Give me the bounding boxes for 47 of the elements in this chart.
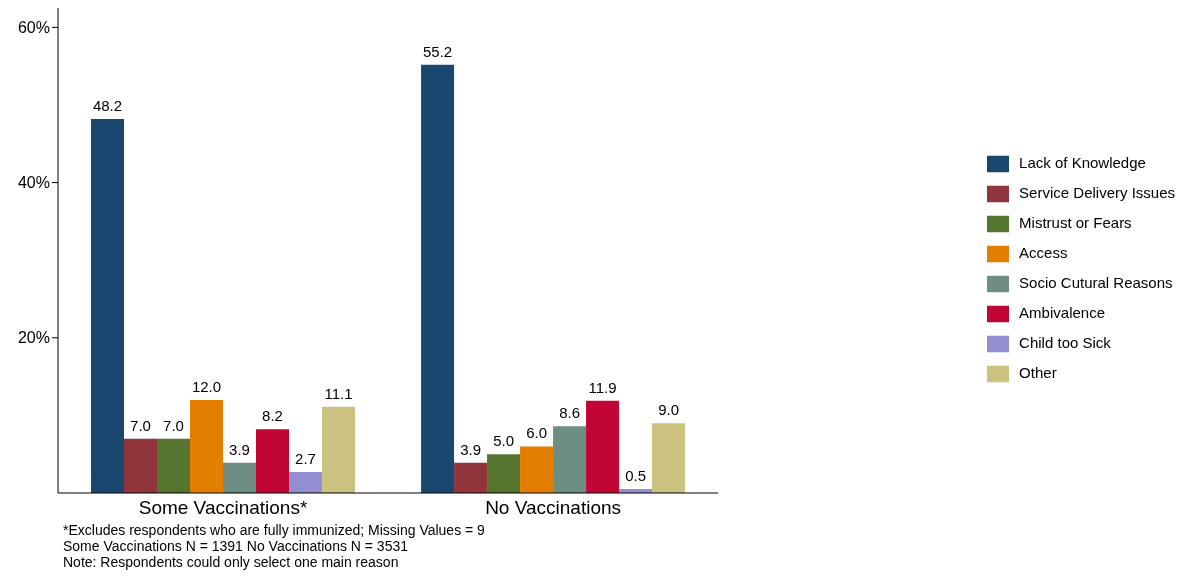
x-tick-label: Some Vaccinations* (138, 497, 308, 519)
legend-label: Child too Sick (1019, 334, 1111, 351)
data-label: 5.0 (493, 432, 514, 450)
legend-label: Other (1019, 364, 1057, 381)
data-label: 11.9 (588, 378, 617, 396)
bar (157, 438, 191, 493)
data-label: 12.0 (191, 377, 222, 395)
bar (91, 118, 125, 493)
data-label: 3.9 (229, 440, 250, 458)
text: *Excludes respondents who are fully immunized; Missing Values = 9 (63, 522, 485, 538)
bar (190, 399, 224, 493)
x-tick-label: No Vaccinations (485, 497, 622, 519)
legend-label: Mistrust or Fears (1019, 214, 1132, 231)
bar (520, 446, 554, 493)
text: Some Vaccinations N = 1391 No Vaccinations N = 3531 (63, 538, 410, 554)
y-tick-label: 20% (17, 329, 50, 347)
data-label: 55.2 (422, 42, 453, 60)
legend-label: Socio Cutural Reasons (1019, 274, 1173, 291)
bar (487, 454, 521, 493)
legend-label: Access (1019, 244, 1068, 261)
bar (652, 423, 686, 493)
bar (124, 438, 158, 493)
bar (256, 429, 290, 493)
y-tick-label: 60% (17, 19, 50, 37)
data-label: 48.2 (92, 96, 123, 114)
data-label: 0.5 (625, 467, 646, 485)
data-label: 7.0 (163, 416, 184, 434)
data-label: 2.7 (295, 450, 316, 468)
text: Note: Respondents could only select one main reason (63, 554, 400, 570)
data-label: 9.0 (658, 401, 679, 419)
data-label: 8.2 (262, 407, 283, 425)
bar (454, 462, 488, 493)
data-label: 6.0 (526, 424, 547, 442)
data-label: 8.6 (559, 404, 580, 422)
y-tick-label: 40% (17, 174, 50, 192)
bar (223, 462, 257, 493)
legend-label: Ambivalence (1019, 304, 1105, 321)
bar (421, 64, 455, 493)
data-label: 11.1 (324, 384, 353, 402)
data-label: 7.0 (130, 416, 151, 434)
legend-label: Service Delivery Issues (1019, 184, 1175, 201)
bar (553, 426, 587, 493)
data-label: 3.9 (460, 440, 481, 458)
bar (322, 406, 356, 493)
bar (289, 472, 323, 493)
legend-label: Lack of Knowledge (1019, 154, 1146, 171)
bar (586, 400, 620, 493)
